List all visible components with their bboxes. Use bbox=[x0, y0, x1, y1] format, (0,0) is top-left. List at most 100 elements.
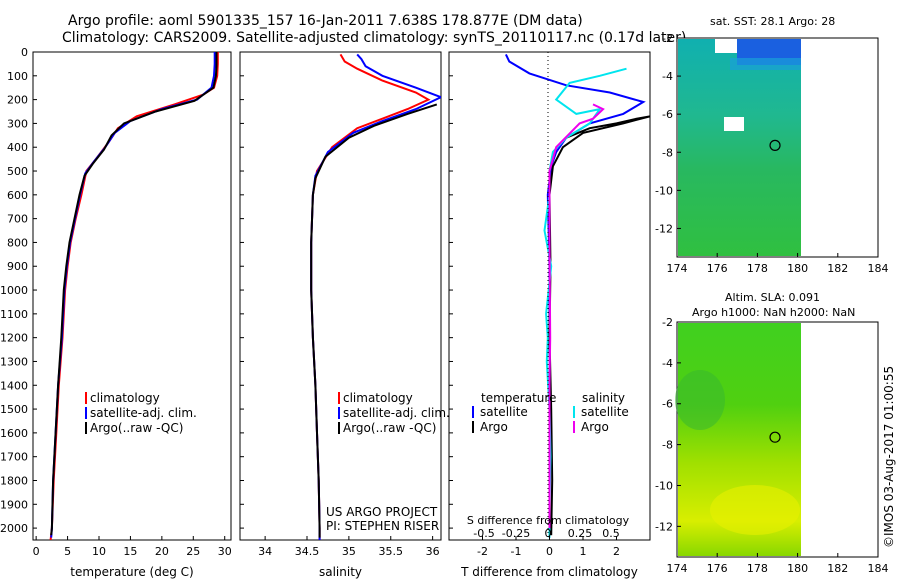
salinity-profile-xtick-label-4: 36 bbox=[426, 545, 440, 558]
salinity-profile-xtick-label-0: 34 bbox=[258, 545, 272, 558]
depth-tick-label-5: 500 bbox=[7, 165, 28, 178]
temperature-profile-xtick-label-6: 30 bbox=[218, 545, 232, 558]
difference-legend-t-argo-label: Argo bbox=[480, 420, 508, 434]
altimetry-sla-map-ytick-label-3: -8 bbox=[662, 439, 673, 452]
figure-title-line2: Climatology: CARS2009. Satellite-adjuste… bbox=[62, 30, 687, 46]
temperature-profile-xtick-label-0: 0 bbox=[33, 545, 40, 558]
salinity-profile-xtick-label-3: 35.5 bbox=[379, 545, 404, 558]
sat-sst-map-xtick-label-3: 180 bbox=[787, 262, 808, 275]
depth-tick-label-7: 700 bbox=[7, 213, 28, 226]
sat-sst-map-xtick-label-2: 178 bbox=[747, 262, 768, 275]
temperature-profile-xtick-label-2: 10 bbox=[92, 545, 106, 558]
altimetry-sla-map-ytick-label-0: -2 bbox=[662, 316, 673, 329]
difference-profile-xtick-label-3: 1 bbox=[580, 545, 587, 558]
sst-map-missing-patch-2 bbox=[724, 117, 744, 131]
salinity-plot-frame bbox=[239, 51, 442, 541]
sla-map-title-line1: Altim. SLA: 0.091 bbox=[725, 291, 820, 304]
difference-legend-temperature-header: temperature bbox=[481, 391, 556, 405]
difference-legend-t-satellite-label: satellite bbox=[480, 405, 528, 419]
depth-tick-label-18: 1800 bbox=[0, 474, 28, 487]
sat-sst-map-xtick-label-4: 182 bbox=[827, 262, 848, 275]
sat-sst-map-xtick-label-0: 174 bbox=[667, 262, 688, 275]
figure-title-line1: Argo profile: aoml 5901335_157 16-Jan-20… bbox=[68, 13, 583, 29]
depth-tick-label-17: 1700 bbox=[0, 451, 28, 464]
depth-tick-label-2: 200 bbox=[7, 94, 28, 107]
altimetry-sla-map-xtick-label-0: 174 bbox=[667, 562, 688, 575]
altimetry-sla-map-xtick-label-4: 182 bbox=[827, 562, 848, 575]
depth-tick-label-12: 1200 bbox=[0, 332, 28, 345]
depth-tick-label-14: 1400 bbox=[0, 379, 28, 392]
altimetry-sla-map-ytick-label-4: -10 bbox=[655, 479, 673, 492]
salinity-profile-xlabel: salinity bbox=[319, 565, 362, 579]
salinity-profile-xtick-label-2: 35 bbox=[342, 545, 356, 558]
temperature-profile-xtick-label-1: 5 bbox=[64, 545, 71, 558]
difference-top-tick-label-0: -0.5 bbox=[473, 527, 494, 540]
temperature-legend-satellite-label: satellite-adj. clim. bbox=[90, 406, 197, 420]
depth-tick-label-9: 900 bbox=[7, 260, 28, 273]
temperature-plot-frame bbox=[32, 51, 232, 541]
altimetry-sla-map-ytick-label-2: -6 bbox=[662, 398, 673, 411]
depth-tick-label-4: 400 bbox=[7, 141, 28, 154]
altimetry-sla-map-ytick-label-5: -12 bbox=[655, 520, 673, 533]
difference-top-tick-label-4: 0.5 bbox=[602, 527, 620, 540]
depth-tick-label-11: 1100 bbox=[0, 308, 28, 321]
sst-map-cool-edge bbox=[730, 58, 801, 70]
salinity-profile-xtick-label-1: 34.5 bbox=[295, 545, 320, 558]
temperature-legend-climatology-label: climatology bbox=[90, 391, 160, 405]
depth-tick-label-10: 1000 bbox=[0, 284, 28, 297]
salinity-legend-argo-label: Argo(..raw -QC) bbox=[343, 421, 436, 435]
sst-map-title: sat. SST: 28.1 Argo: 28 bbox=[710, 15, 835, 28]
salinity-legend-climatology-label: climatology bbox=[343, 391, 413, 405]
sat-sst-map-xtick-label-1: 176 bbox=[707, 262, 728, 275]
altimetry-sla-map-argo-marker bbox=[769, 431, 781, 443]
depth-tick-label-16: 1600 bbox=[0, 427, 28, 440]
depth-tick-label-20: 2000 bbox=[0, 522, 28, 535]
salinity-legend-satellite-label: satellite-adj. clim. bbox=[343, 406, 450, 420]
altimetry-sla-map-xtick-label-2: 178 bbox=[747, 562, 768, 575]
sat-sst-map-ytick-label-2: -6 bbox=[662, 108, 673, 121]
depth-tick-label-13: 1300 bbox=[0, 355, 28, 368]
sat-sst-map-ytick-label-4: -10 bbox=[655, 184, 673, 197]
imos-stamp: ©IMOS 03-Aug-2017 01:00:55 bbox=[882, 366, 896, 548]
difference-profile-xtick-label-4: 2 bbox=[613, 545, 620, 558]
altimetry-sla-map-ytick-label-1: -4 bbox=[662, 357, 673, 370]
difference-profile-xtick-label-1: -1 bbox=[511, 545, 522, 558]
depth-tick-label-0: 0 bbox=[21, 46, 28, 59]
temperature-profile-xtick-label-5: 25 bbox=[186, 545, 200, 558]
temperature-profile-xtick-label-3: 15 bbox=[123, 545, 137, 558]
sla-map-title-line2: Argo h1000: NaN h2000: NaN bbox=[692, 306, 855, 319]
sat-sst-map-ytick-label-5: -12 bbox=[655, 222, 673, 235]
sat-sst-map-argo-marker bbox=[769, 139, 781, 151]
difference-profile-xlabel: T difference from climatology bbox=[460, 565, 638, 579]
depth-tick-label-19: 1900 bbox=[0, 498, 28, 511]
difference-top-tick-label-1: -0.25 bbox=[502, 527, 530, 540]
sst-map-missing-patch bbox=[715, 39, 737, 53]
sat-sst-map-xtick-label-5: 184 bbox=[868, 262, 889, 275]
sla-map-bright-patch bbox=[710, 485, 800, 535]
difference-top-tick-label-2: 0 bbox=[545, 527, 552, 540]
sat-sst-map-ytick-label-0: -2 bbox=[662, 32, 673, 45]
depth-tick-label-1: 100 bbox=[7, 70, 28, 83]
depth-tick-label-6: 600 bbox=[7, 189, 28, 202]
temperature-legend-argo-label: Argo(..raw -QC) bbox=[90, 421, 183, 435]
temperature-profile-xlabel: temperature (deg C) bbox=[70, 565, 193, 579]
depth-tick-label-8: 800 bbox=[7, 236, 28, 249]
difference-legend-s-satellite-label: satellite bbox=[581, 405, 629, 419]
altimetry-sla-map-xtick-label-1: 176 bbox=[707, 562, 728, 575]
difference-profile-series-3 bbox=[548, 103, 605, 529]
difference-top-tick-label-3: 0.25 bbox=[568, 527, 593, 540]
difference-profile-xtick-label-2: 0 bbox=[546, 545, 553, 558]
difference-legend-salinity-header: salinity bbox=[582, 391, 625, 405]
temperature-profile-xtick-label-4: 20 bbox=[155, 545, 169, 558]
sst-map-field bbox=[678, 39, 801, 256]
footer-project-label: US ARGO PROJECT bbox=[326, 505, 438, 519]
sla-map-dark-patch bbox=[675, 370, 725, 430]
depth-tick-label-15: 1500 bbox=[0, 403, 28, 416]
altimetry-sla-map-xtick-label-5: 184 bbox=[868, 562, 889, 575]
difference-profile-xtick-label-0: -2 bbox=[477, 545, 488, 558]
footer-pi-label: PI: STEPHEN RISER bbox=[326, 519, 439, 533]
salinity-profile-series-2 bbox=[310, 103, 438, 538]
sat-sst-map-ytick-label-1: -4 bbox=[662, 70, 673, 83]
depth-tick-label-3: 300 bbox=[7, 117, 28, 130]
